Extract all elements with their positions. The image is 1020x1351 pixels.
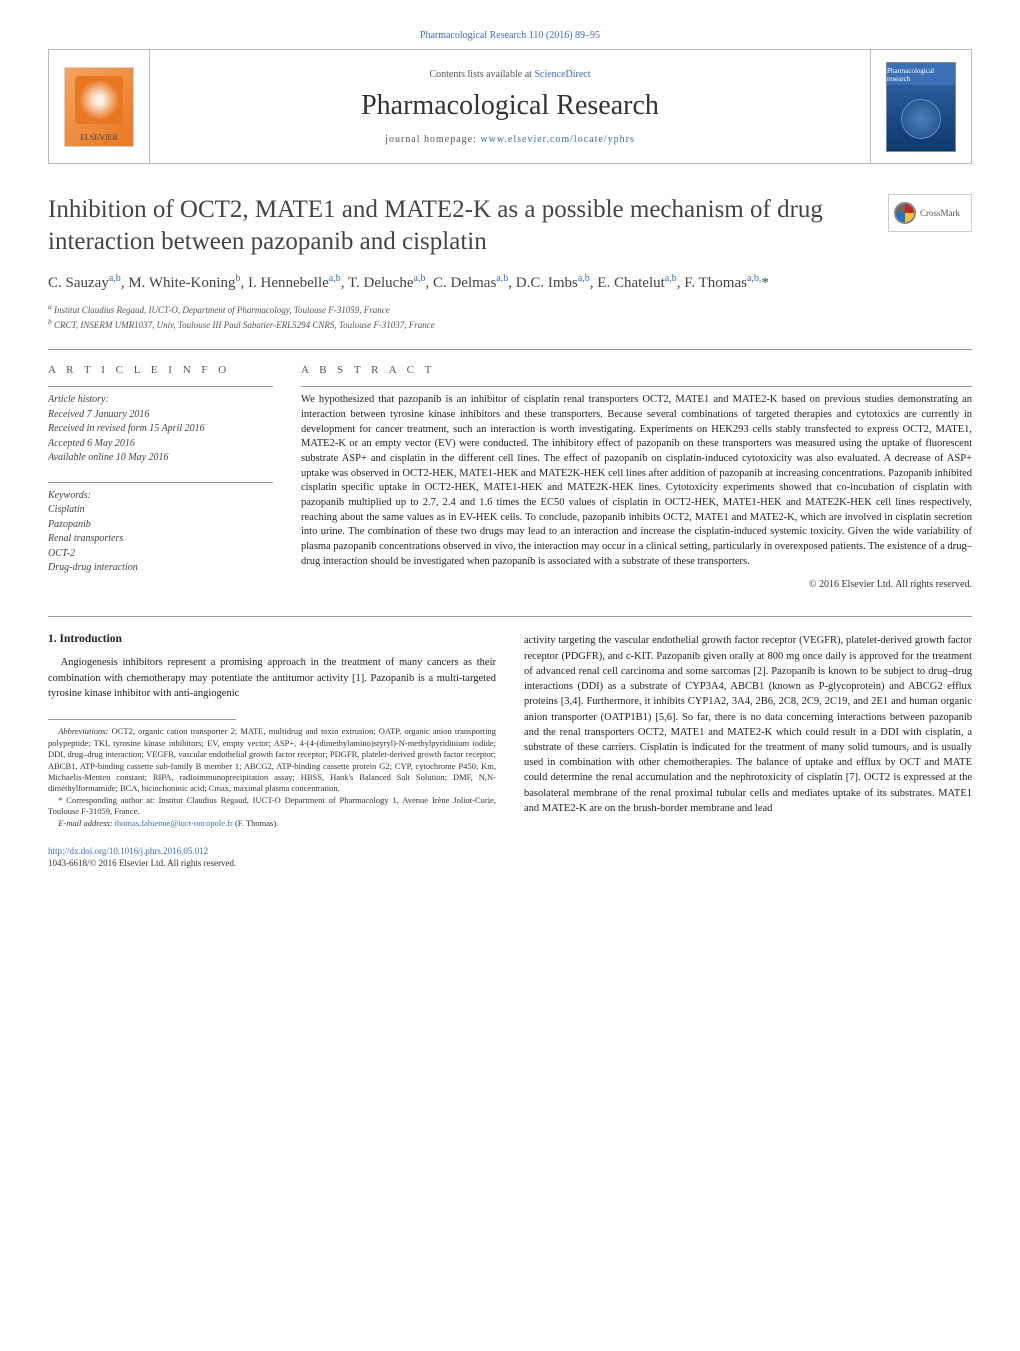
intro-paragraph-left: Angiogenesis inhibitors represent a prom… [48,655,496,701]
contents-prefix: Contents lists available at [429,69,534,80]
history-label: Article history: [48,393,273,408]
journal-name: Pharmacological Research [361,90,659,122]
history-accepted: Accepted 6 May 2016 [48,437,273,452]
cover-thumb-cell: Pharmacological research [871,56,971,158]
keywords-block: Keywords: Cisplatin Pazopanib Renal tran… [48,482,273,576]
abbreviations-footnote: Abbreviations: OCT2, organic cation tran… [48,726,496,795]
keyword-0: Cisplatin [48,503,273,518]
intro-heading: 1. Introduction [48,633,496,645]
footnote-separator [48,719,236,720]
abstract-text: We hypothesized that pazopanib is an inh… [301,386,972,569]
crossmark-badge[interactable]: CrossMark [888,194,972,232]
elsevier-logo: ELSEVIER [64,67,134,147]
body-right-column: activity targeting the vascular endothel… [524,633,972,829]
affiliations: a Institut Claudius Regaud, IUCT-O, Depa… [48,302,972,331]
keyword-2: Renal transporters [48,532,273,547]
article-title: Inhibition of OCT2, MATE1 and MATE2-K as… [48,194,872,258]
contents-lists-line: Contents lists available at ScienceDirec… [429,69,590,80]
journal-header-center: Contents lists available at ScienceDirec… [149,50,871,163]
history-online: Available online 10 May 2016 [48,451,273,466]
history-revised: Received in revised form 15 April 2016 [48,422,273,437]
doi-link[interactable]: http://dx.doi.org/10.1016/j.phrs.2016.05… [48,846,208,856]
keyword-4: Drug-drug interaction [48,561,273,576]
corresponding-author-footnote: * Corresponding author at: Institut Clau… [48,795,496,818]
abbrev-label: Abbreviations: [58,726,108,736]
email-link[interactable]: thomas.fabienne@iuct-oncopole.fr [115,818,233,828]
elsevier-label: ELSEVIER [80,133,118,142]
affiliation-a: a Institut Claudius Regaud, IUCT-O, Depa… [48,302,972,317]
abstract-heading: a b s t r a c t [301,364,972,376]
history-received: Received 7 January 2016 [48,408,273,423]
footer-meta: http://dx.doi.org/10.1016/j.phrs.2016.05… [48,845,972,869]
intro-paragraph-right: activity targeting the vascular endothel… [524,633,972,816]
homepage-prefix: journal homepage: [385,134,480,145]
authors-line: C. Sauzaya,b, M. White-Koningb, I. Henne… [48,272,972,294]
issn-copyright-line: 1043-6618/© 2016 Elsevier Ltd. All right… [48,858,236,868]
article-info-column: a r t i c l e i n f o Article history: R… [48,364,273,590]
header-citation: Pharmacological Research 110 (2016) 89–9… [48,30,972,41]
article-info-heading: a r t i c l e i n f o [48,364,273,376]
crossmark-label: CrossMark [920,208,960,218]
keyword-3: OCT-2 [48,547,273,562]
email-suffix: (F. Thomas). [233,818,278,828]
divider-top [48,349,972,350]
divider-bottom [48,616,972,617]
email-footnote: E-mail address: thomas.fabienne@iuct-onc… [48,818,496,829]
journal-header-box: ELSEVIER Contents lists available at Sci… [48,49,972,164]
keyword-1: Pazopanib [48,518,273,533]
keywords-label: Keywords: [48,489,273,504]
abstract-column: a b s t r a c t We hypothesized that paz… [301,364,972,590]
publisher-logo-cell: ELSEVIER [49,61,149,153]
journal-homepage-line: journal homepage: www.elsevier.com/locat… [385,134,635,145]
journal-homepage-link[interactable]: www.elsevier.com/locate/yphrs [480,134,634,145]
body-columns: 1. Introduction Angiogenesis inhibitors … [48,633,972,829]
affiliation-b: b CRCT, INSERM UMR1037, Univ, Toulouse I… [48,317,972,332]
article-history-block: Article history: Received 7 January 2016… [48,386,273,466]
cover-label: Pharmacological research [887,67,955,83]
journal-cover-thumbnail: Pharmacological research [886,62,956,152]
abstract-copyright: © 2016 Elsevier Ltd. All rights reserved… [301,579,972,590]
email-label: E-mail address: [58,818,114,828]
sciencedirect-link[interactable]: ScienceDirect [534,69,590,80]
body-left-column: 1. Introduction Angiogenesis inhibitors … [48,633,496,829]
corr-label: * Corresponding author at: [58,795,158,805]
info-abstract-row: a r t i c l e i n f o Article history: R… [48,364,972,590]
crossmark-icon [894,202,916,224]
title-row: Inhibition of OCT2, MATE1 and MATE2-K as… [48,194,972,258]
abbrev-text: OCT2, organic cation transporter 2; MATE… [48,726,496,793]
